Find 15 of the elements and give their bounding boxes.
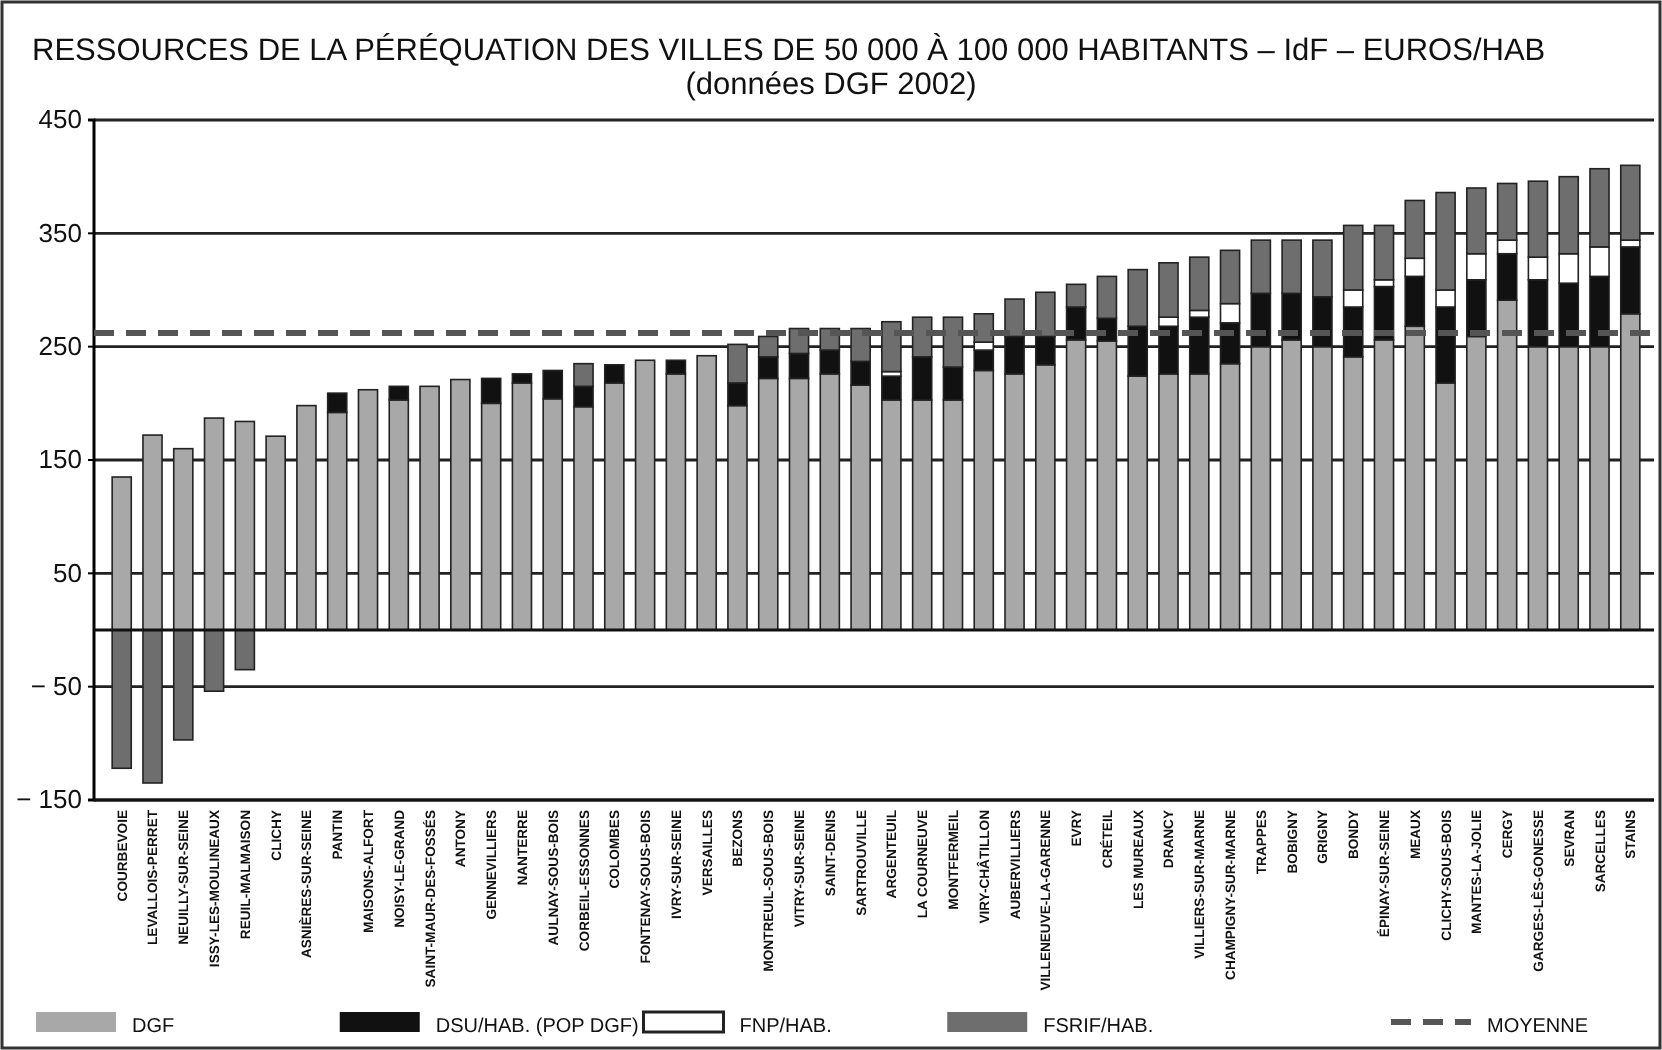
- chart-title: RESSOURCES DE LA PÉRÉQUATION DES VILLES DE 50 000 À 100 000 HABITANTS – IdF – EUROS/HAB (données DGF 2002): [32, 32, 1546, 102]
- y-tick-label: 50: [53, 557, 82, 588]
- y-tick-label: − 50: [30, 670, 82, 701]
- y-tick-label: 350: [38, 217, 82, 248]
- y-tick-label: 450: [38, 104, 82, 135]
- legend-label: MOYENNE: [1486, 1016, 1589, 1038]
- legend-label: DSU/HAB. (POP DGF): [435, 1016, 639, 1038]
- bar: [1188, 256, 1210, 312]
- y-tick-label: 250: [38, 330, 82, 361]
- legend-label: FSRIF/HAB.: [1043, 1016, 1154, 1038]
- y-tick-label: 150: [38, 444, 82, 475]
- legend-label: DGF: [132, 1016, 175, 1038]
- y-tick-label: − 150: [16, 784, 82, 815]
- legend-label: FNP/HAB.: [739, 1016, 832, 1038]
- bar: [973, 313, 995, 343]
